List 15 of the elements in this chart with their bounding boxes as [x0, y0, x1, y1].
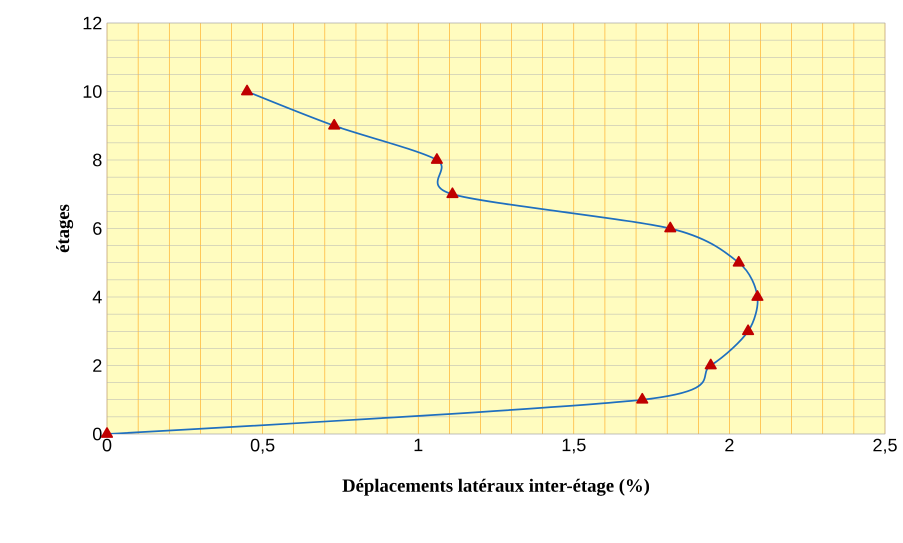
- y-tick-label: 10: [84, 85, 102, 98]
- y-tick-label: 4: [92, 290, 102, 304]
- y-axis-title: étages: [56, 204, 74, 252]
- x-axis-title: Déplacements latéraux inter-étage (%): [342, 478, 650, 496]
- y-tick-label: 6: [93, 222, 102, 235]
- x-tick-label: 1: [414, 438, 422, 452]
- y-tick-label: 2: [93, 359, 102, 372]
- x-tick-label: 2: [725, 438, 734, 452]
- y-tick-label: 12: [84, 16, 102, 30]
- x-tick-label: 0,5: [250, 438, 274, 454]
- x-tick-label: 0: [102, 438, 112, 452]
- x-tick-label: 2,5: [873, 438, 897, 454]
- y-tick-label: 8: [93, 154, 102, 166]
- x-tick-label: 1,5: [562, 438, 586, 454]
- y-tick-label: 0: [92, 428, 102, 440]
